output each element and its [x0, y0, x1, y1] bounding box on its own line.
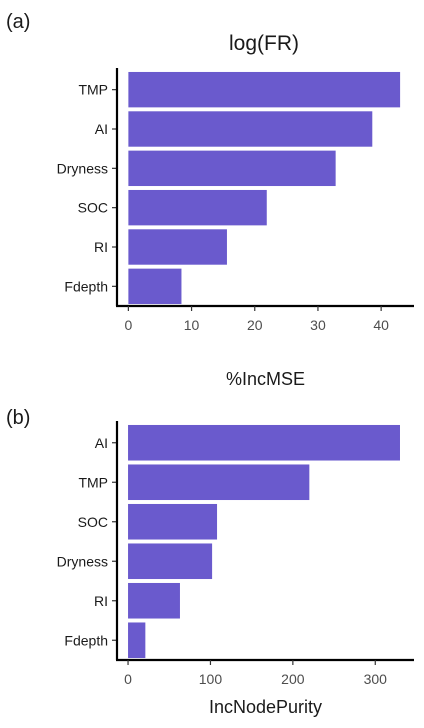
x-tick-label: 30	[310, 317, 326, 333]
y-tick-label: TMP	[78, 82, 108, 98]
chart-panel-b: AI TMP SOC Dryness RI Fdepth 0 100 200 300 IncNode…	[57, 421, 414, 717]
bar-fdepth	[128, 622, 146, 659]
bar-tmp	[128, 464, 310, 501]
bar-tmp	[128, 71, 401, 108]
y-tick-label: TMP	[78, 474, 108, 490]
bar-ai	[128, 424, 400, 461]
y-tick-label: RI	[94, 239, 108, 255]
y-tick-label: AI	[95, 435, 108, 451]
y-tick-label: SOC	[78, 200, 108, 216]
x-tick-label: 100	[199, 671, 223, 687]
x-axis-title: %IncMSE	[226, 369, 305, 389]
x-axis-title: IncNodePurity	[209, 697, 322, 717]
y-tick-label: RI	[94, 593, 108, 609]
panel-label-a: (a)	[6, 11, 30, 33]
x-tick-label: 0	[124, 317, 132, 333]
x-tick-label: 40	[373, 317, 389, 333]
bar-dryness	[128, 543, 213, 580]
bar-ai	[128, 111, 373, 147]
y-tick-label: Fdepth	[64, 632, 108, 648]
x-tick-label: 0	[124, 671, 132, 687]
chart-panel-a: TMP AI Dryness SOC RI Fdepth 0 10 20 30 40 %IncMSE	[57, 68, 414, 389]
x-tick-label: 20	[247, 317, 263, 333]
x-tick-label: 200	[281, 671, 305, 687]
panel-label-b: (b)	[6, 407, 30, 429]
bar-ri	[128, 229, 227, 265]
y-tick-label: AI	[95, 121, 108, 137]
bar-fdepth	[128, 268, 182, 305]
chart-title: log(FR)	[229, 32, 299, 55]
y-tick-label: SOC	[78, 514, 108, 530]
x-tick-label: 10	[184, 317, 200, 333]
y-tick-label: Fdepth	[64, 278, 108, 294]
bar-soc	[128, 503, 218, 540]
bar-ri	[128, 582, 180, 619]
x-tick-label: 300	[364, 671, 388, 687]
y-tick-label: Dryness	[57, 553, 108, 569]
bar-dryness	[128, 150, 336, 187]
bar-soc	[128, 189, 267, 226]
y-tick-label: Dryness	[57, 160, 108, 176]
